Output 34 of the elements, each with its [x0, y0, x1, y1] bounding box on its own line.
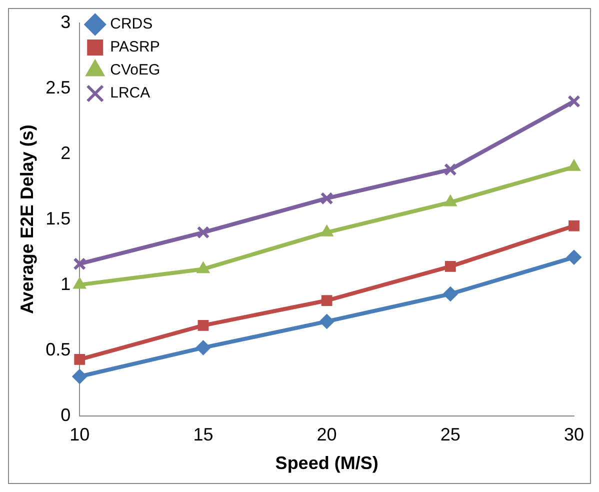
y-tick-label: 2.5	[46, 77, 71, 98]
x-axis-title: Speed (M/S)	[275, 453, 378, 474]
point	[74, 354, 86, 365]
x-tick-label: 10	[70, 424, 90, 445]
x-tick-label: 25	[440, 424, 460, 445]
point	[196, 226, 210, 239]
y-tick-label: 1.5	[46, 208, 71, 228]
point	[73, 257, 86, 270]
point	[72, 369, 88, 384]
point	[319, 314, 334, 329]
y-tick-label: 0.5	[46, 339, 71, 360]
point	[444, 261, 456, 272]
legend-label: CVoEG	[110, 62, 160, 79]
y-tick-label: 0	[60, 404, 71, 425]
point	[568, 220, 580, 232]
point	[566, 250, 582, 265]
point	[198, 320, 209, 331]
point	[568, 94, 580, 108]
legend-label: CRDS	[110, 16, 153, 33]
y-axis-title: Average E2E Delay (s)	[16, 124, 37, 314]
point	[196, 340, 211, 356]
y-tick-label: 2	[60, 142, 71, 163]
legend-label: PASRP	[110, 38, 160, 56]
x-tick-label: 20	[316, 424, 337, 445]
point	[321, 295, 332, 306]
y-tick-label: 1	[60, 274, 71, 294]
y-tick-label: 3	[60, 12, 71, 32]
point	[442, 286, 458, 302]
point	[320, 192, 334, 205]
legend-label: LRCA	[110, 84, 150, 102]
point	[196, 262, 210, 274]
point	[444, 163, 457, 176]
x-tick-label: 15	[193, 424, 214, 445]
x-tick-label: 30	[564, 424, 584, 445]
